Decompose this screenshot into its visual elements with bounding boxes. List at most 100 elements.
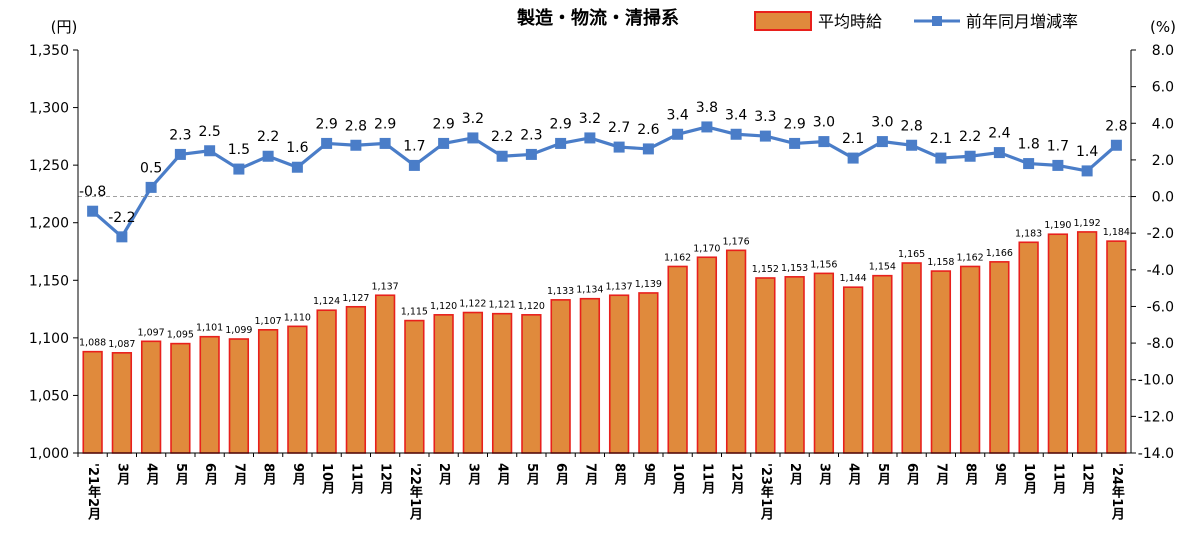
rate-marker [87, 205, 99, 217]
x-tick-label: '24年1月 [1109, 463, 1126, 522]
rate-value-label: 2.7 [608, 120, 630, 136]
right-tick-label: -4.0 [1147, 263, 1174, 279]
bar-value-label: 1,115 [401, 307, 428, 318]
rate-marker [642, 143, 654, 155]
bar-value-label: 1,153 [781, 263, 808, 274]
right-axis-unit: (%) [1150, 18, 1176, 36]
bar [696, 256, 718, 454]
rate-value-label: 2.1 [930, 131, 952, 147]
x-tick-label: 10月 [1021, 463, 1038, 496]
x-tick-label: 12月 [1080, 463, 1097, 496]
rate-value-label: 2.8 [1105, 118, 1127, 134]
bar [638, 292, 659, 454]
bar-value-label: 1,139 [635, 279, 662, 290]
left-tick-label: 1,250 [29, 158, 69, 174]
rate-marker [672, 128, 684, 140]
left-tick-label: 1,000 [29, 446, 69, 462]
rate-marker [291, 161, 303, 173]
right-tick-label: -6.0 [1147, 299, 1174, 315]
rate-marker [204, 145, 216, 157]
rate-marker [906, 139, 918, 151]
x-tick-label: 7月 [231, 463, 248, 486]
bar [111, 352, 133, 454]
bar-value-label: 1,121 [489, 300, 516, 311]
bar [170, 342, 191, 454]
bar-value-label: 1,144 [840, 273, 867, 284]
rate-marker [116, 231, 128, 243]
rate-marker [759, 130, 771, 142]
right-tick-label: -14.0 [1138, 446, 1174, 462]
left-axis-unit: (円) [51, 18, 78, 36]
bar-value-label: 1,097 [138, 327, 165, 338]
rate-value-label: 2.3 [520, 127, 542, 143]
bar [842, 286, 864, 454]
bar-value-label: 1,165 [898, 249, 925, 260]
rate-value-label: 1.4 [1076, 144, 1098, 160]
bar-value-label: 1,190 [1044, 220, 1071, 231]
right-tick-label: -2.0 [1147, 226, 1174, 242]
bar-value-label: 1,184 [1103, 227, 1130, 238]
bar [872, 274, 893, 454]
bar [930, 270, 952, 454]
x-tick-label: 8月 [261, 463, 278, 486]
rate-marker [408, 159, 420, 171]
x-tick-label: 9月 [641, 463, 658, 486]
rate-marker [730, 128, 742, 140]
rate-value-label: 1.8 [1017, 137, 1039, 153]
bar-value-label: 1,192 [1074, 218, 1101, 229]
x-tick-label: 4月 [495, 463, 512, 486]
rate-value-label: 2.3 [169, 127, 191, 143]
bar-value-label: 1,124 [313, 296, 340, 307]
bar [316, 309, 337, 454]
right-tick-label: 8.0 [1152, 43, 1174, 59]
rate-value-label: 2.9 [374, 116, 396, 132]
rate-marker [935, 152, 947, 164]
rate-value-label: 2.9 [432, 116, 454, 132]
rate-value-label: -0.8 [79, 184, 106, 200]
x-tick-label: 10月 [319, 463, 336, 496]
x-tick-label: 6月 [553, 463, 570, 486]
bar [608, 294, 630, 454]
rate-marker [438, 137, 450, 149]
rate-value-label: 2.9 [783, 116, 805, 132]
bar [462, 311, 484, 454]
rate-value-label: 2.8 [900, 118, 922, 134]
left-tick-label: 1,350 [29, 43, 69, 59]
bar-value-label: 1,137 [606, 281, 633, 292]
bar [1018, 241, 1039, 454]
x-tick-label: 3月 [114, 463, 131, 486]
x-tick-label: 7月 [582, 463, 599, 486]
bar-value-label: 1,158 [927, 257, 954, 268]
rate-value-label: 3.4 [666, 107, 688, 123]
bar-value-label: 1,156 [810, 259, 837, 270]
x-tick-label: 11月 [348, 463, 365, 496]
bar [287, 325, 308, 454]
bar [667, 265, 688, 454]
legend-bar-label: 平均時給 [818, 12, 882, 31]
x-tick-label: 8月 [963, 463, 980, 486]
bar [228, 338, 250, 454]
x-tick-label: 3月 [465, 463, 482, 486]
rate-value-label: 2.9 [549, 116, 571, 132]
bar-value-label: 1,120 [518, 301, 545, 312]
x-tick-label: 11月 [1050, 463, 1067, 496]
rate-value-label: 2.6 [637, 122, 659, 138]
legend-bar-swatch [754, 11, 812, 31]
bar [1106, 240, 1127, 454]
rate-value-label: 3.2 [579, 111, 601, 127]
rate-value-label: 3.0 [813, 115, 835, 131]
bar-value-label: 1,095 [167, 330, 194, 341]
x-tick-label: 9月 [992, 463, 1009, 486]
right-tick-label: 2.0 [1152, 153, 1174, 169]
bar [784, 276, 805, 454]
rate-value-label: 2.9 [315, 116, 337, 132]
right-tick-label: 0.0 [1152, 190, 1174, 206]
bar [491, 312, 513, 454]
bar-value-label: 1,137 [372, 281, 399, 292]
rate-marker [847, 152, 859, 164]
bar [813, 272, 835, 454]
bar-value-label: 1,134 [576, 285, 603, 296]
left-tick-label: 1,150 [29, 273, 69, 289]
